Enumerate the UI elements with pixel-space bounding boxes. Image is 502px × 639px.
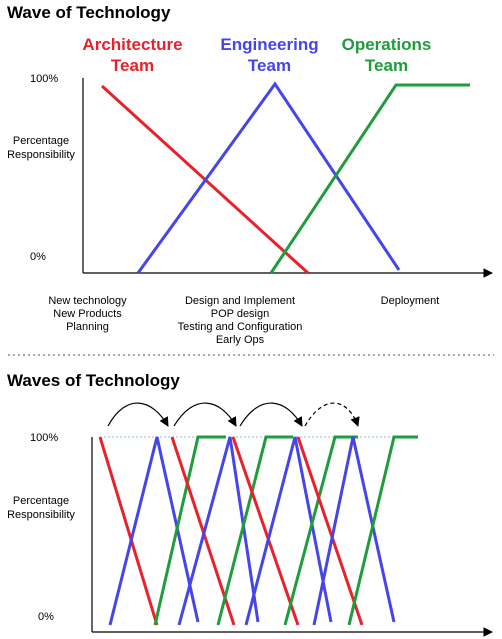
phase-planning-line3: Planning [66, 321, 109, 333]
phase-design-line2: POP design [210, 308, 270, 320]
phase-design-line1: Design and Implement [184, 295, 296, 307]
operations-responsibility-line [269, 83, 470, 274]
bottom-y-axis-label-line1: Percentage [12, 495, 70, 507]
top-y-axis-label-line2: Responsibility [7, 149, 75, 161]
engineering-team-label-line1: Engineering [220, 35, 319, 54]
phase-deployment: Deployment [355, 295, 465, 308]
top-ytick-0: 0% [30, 251, 46, 263]
bottom-ytick-100: 100% [30, 432, 59, 444]
wave3-operations-line [283, 435, 358, 626]
phase-deployment-line1: Deployment [380, 295, 440, 307]
phase-planning: New technology New Products Planning [25, 295, 150, 334]
wave-transition-arrow-3 [239, 402, 303, 427]
top-y-axis-label-line1: Percentage [12, 135, 70, 147]
bottom-y-axis-label: Percentage Responsibility [3, 494, 79, 522]
bottom-y-axis-label-line2: Responsibility [7, 509, 75, 521]
architecture-team-label-line2: Team [110, 56, 155, 75]
top-y-axis-label: Percentage Responsibility [3, 134, 79, 162]
architecture-team-label: Architecture Team [80, 34, 185, 76]
phase-design-line4: Early Ops [215, 334, 265, 346]
wave4-operations-line [347, 435, 418, 626]
architecture-team-label-line1: Architecture [82, 35, 183, 54]
phase-design: Design and Implement POP design Testing … [165, 295, 315, 347]
wave-transition-arrow-1 [107, 402, 169, 427]
bottom-ytick-0: 0% [38, 611, 54, 623]
wave4-architecture-line [296, 436, 364, 626]
engineering-team-label: Engineering Team [212, 34, 327, 76]
wave1-engineering-line [108, 436, 200, 626]
bottom-diagram-title: Waves of Technology [7, 371, 180, 390]
wave-transition-arrow-4-dashed [304, 402, 360, 427]
wave2-operations-line [216, 435, 293, 626]
top-diagram-title: Wave of Technology [7, 3, 171, 22]
top-ytick-100: 100% [30, 73, 59, 85]
wave1-operations-line [153, 435, 226, 626]
phase-planning-line1: New technology [48, 295, 127, 307]
operations-team-label-line2: Team [364, 56, 409, 75]
phase-planning-line2: New Products [53, 308, 122, 320]
operations-team-label: Operations Team [334, 34, 439, 76]
wave4-engineering-line [312, 436, 396, 626]
engineering-responsibility-line [136, 81, 401, 274]
wave-transition-arrow-2 [173, 402, 237, 427]
engineering-team-label-line2: Team [247, 56, 292, 75]
phase-design-line3: Testing and Configuration [177, 321, 303, 333]
operations-team-label-line1: Operations [341, 35, 432, 54]
wave3-engineering-line [244, 436, 333, 626]
wave1-architecture-line [98, 436, 159, 626]
wave2-engineering-line [177, 436, 260, 626]
wave3-architecture-line [231, 436, 300, 626]
